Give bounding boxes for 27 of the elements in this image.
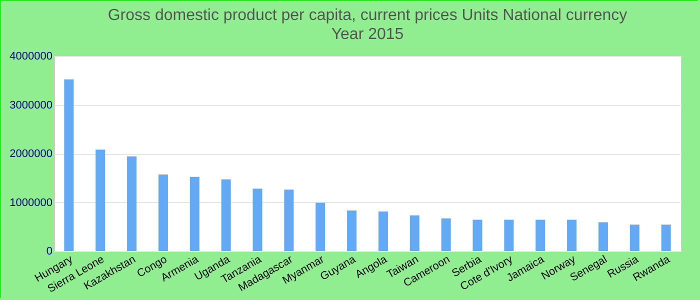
- chart-title: Gross domestic product per capita, current prices Units National currency: [108, 7, 628, 24]
- chart-subtitle: Year 2015: [331, 26, 404, 43]
- y-tick-label: 1000000: [10, 196, 52, 209]
- y-tick-label: 4000000: [10, 50, 52, 62]
- bar: [441, 218, 451, 251]
- bar: [190, 176, 200, 251]
- y-tick-label: 2000000: [10, 148, 52, 160]
- bar: [504, 220, 514, 251]
- bar: [536, 220, 546, 251]
- bar: [472, 220, 482, 251]
- bar: [378, 212, 388, 251]
- bar: [661, 224, 671, 251]
- bar: [347, 210, 357, 251]
- bar: [284, 190, 294, 251]
- bar: [96, 150, 106, 251]
- bar: [410, 215, 420, 251]
- bar: [630, 224, 640, 251]
- bar: [221, 179, 231, 251]
- bar: [252, 188, 262, 251]
- bar: [158, 174, 168, 251]
- bar: [316, 202, 326, 251]
- bar: [567, 220, 577, 251]
- bar: [598, 222, 608, 251]
- y-tick-label: 0: [46, 246, 52, 258]
- y-tick-label: 3000000: [10, 99, 52, 112]
- bar: [64, 79, 74, 251]
- bar: [127, 156, 137, 251]
